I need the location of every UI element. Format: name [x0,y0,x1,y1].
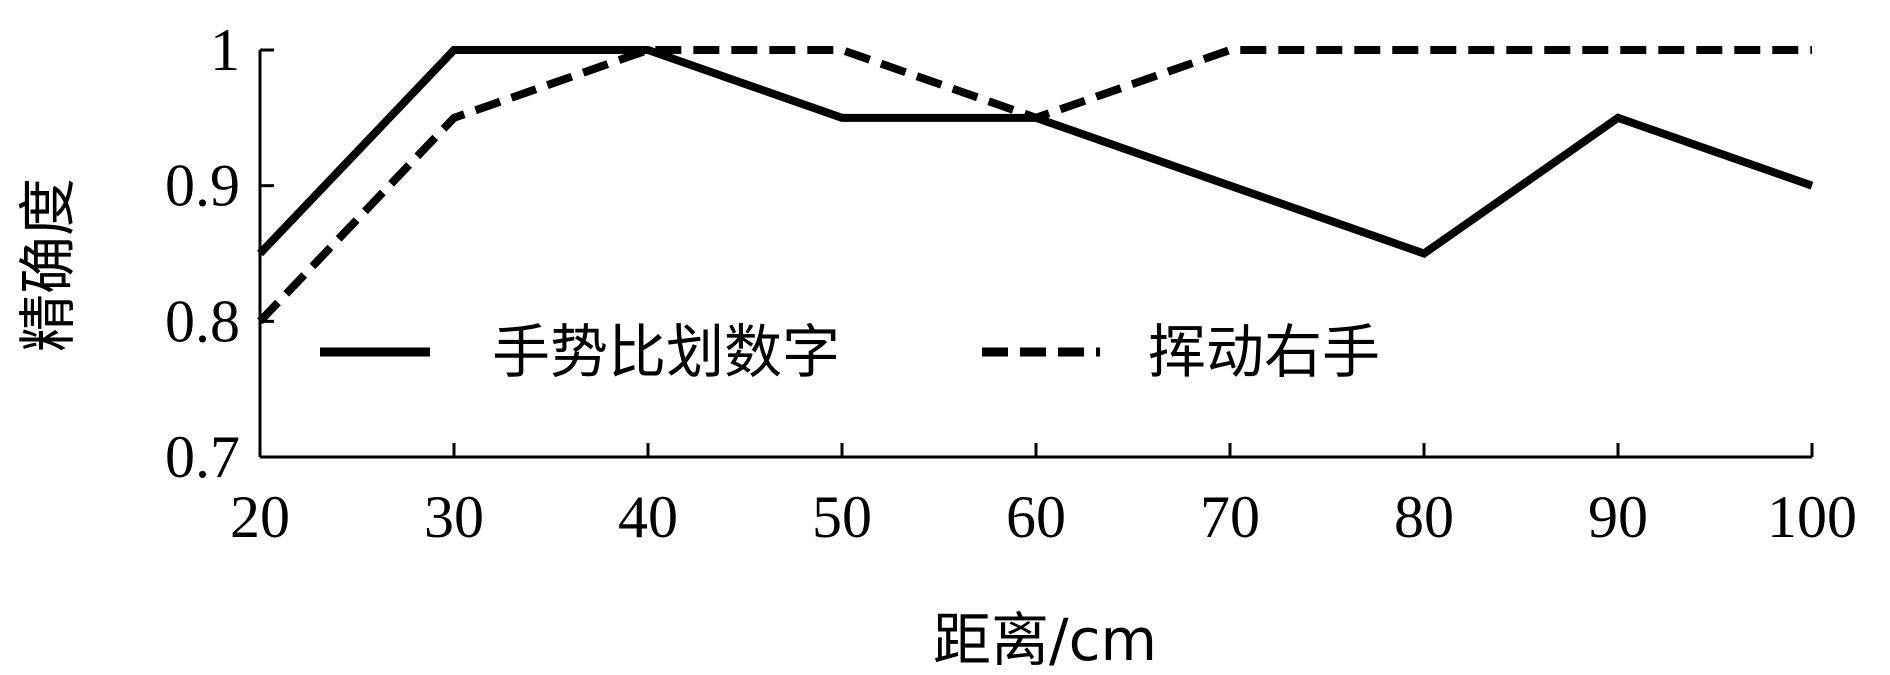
x-tick-label: 30 [424,484,484,550]
series-line-1 [257,46,1814,258]
series-2-point [1230,50,1231,51]
axes: 0.7 0.8 0.9 1 20 30 40 50 60 70 80 90 100 [165,17,1857,550]
x-tick-label: 100 [1767,484,1857,550]
series-2-point [1618,50,1619,51]
legend-label-series-2: 挥动右手 [1148,318,1380,386]
y-tick-label: 0.9 [165,153,240,219]
y-ticks: 0.7 0.8 0.9 1 [165,17,274,490]
y-tick-label: 1 [210,17,240,83]
legend-label-series-1: 手势比划数字 [492,318,840,386]
y-axis-title: 精确度 [14,178,82,352]
x-tick-label: 60 [1006,484,1066,550]
x-tick-label: 70 [1200,484,1260,550]
y-tick-label: 0.7 [165,424,240,490]
x-tick-label: 40 [618,484,678,550]
series-2-point [842,50,843,51]
series-layer [257,46,1814,325]
x-tick-label: 50 [812,484,872,550]
x-axis-title: 距离/cm [933,606,1157,674]
series-2-point [1424,50,1425,51]
x-ticks: 20 30 40 50 60 70 80 90 100 [230,443,1857,550]
x-tick-label: 80 [1394,484,1454,550]
y-tick-label: 0.8 [165,288,240,354]
x-tick-label: 20 [230,484,290,550]
x-tick-label: 90 [1588,484,1648,550]
series-line-2 [257,46,1812,325]
legend: 手势比划数字 挥动右手 [320,318,1380,386]
